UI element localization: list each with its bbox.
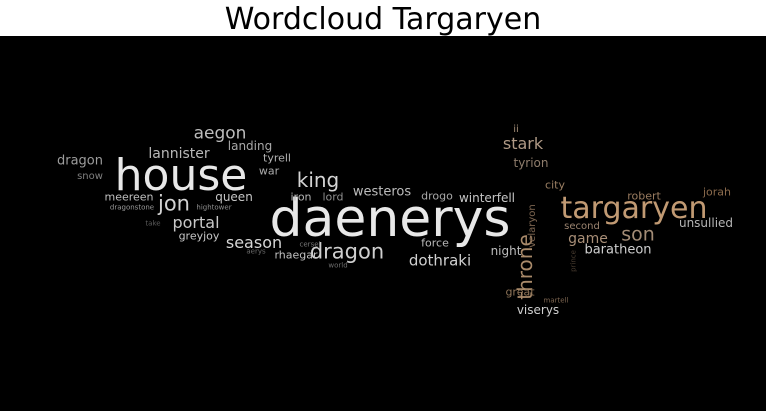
wordcloud-word: dragonstone: [109, 203, 155, 212]
wordcloud-word: house: [114, 150, 248, 201]
wordcloud-word: unsullied: [678, 216, 734, 230]
wordcloud-word: portal: [172, 213, 220, 232]
wordcloud-word: lannister: [148, 146, 210, 162]
wordcloud-panel: daenerys house targaryen dragon king jon thron…: [0, 36, 766, 411]
wordcloud-word: dragon: [309, 239, 385, 264]
wordcloud-word: force: [421, 236, 449, 250]
wordcloud-word: rhaegar: [274, 248, 318, 262]
wordcloud-word: take: [145, 219, 161, 228]
wordcloud-word: game: [568, 231, 608, 247]
wordcloud-word: robert: [627, 189, 661, 203]
wordcloud-word: prince: [569, 250, 578, 272]
wordcloud-word: city: [545, 178, 565, 192]
wordcloud-word: aegon: [193, 123, 247, 144]
wordcloud-word: drogo: [421, 189, 453, 203]
wordcloud-word: jorah: [702, 185, 732, 199]
wordcloud-word: viserys: [516, 303, 560, 317]
wordcloud-word: iron: [290, 190, 312, 204]
wordcloud-word: war: [258, 164, 280, 178]
wordcloud-word: velaryon: [527, 204, 538, 248]
wordcloud-word: lord: [322, 190, 344, 204]
wordcloud-word: ii: [513, 124, 519, 135]
wordcloud-word: king: [296, 168, 340, 192]
wordcloud-word: landing: [227, 139, 273, 153]
wordcloud-word: dragon: [56, 153, 104, 169]
wordcloud-word: martell: [543, 296, 569, 305]
wordcloud-word: world: [328, 261, 348, 270]
wordcloud-word: cersei: [299, 240, 321, 249]
wordcloud-word: tyrell: [263, 151, 291, 165]
wordcloud-word: tyrion: [513, 156, 549, 170]
wordcloud-word: jon: [158, 191, 190, 216]
wordcloud-word: son: [621, 223, 655, 246]
wordcloud-word: baratheon: [584, 242, 652, 258]
wordcloud-word: aerys: [246, 247, 266, 256]
wordcloud-word: daenerys: [269, 189, 511, 249]
wordcloud-word: meereen: [104, 190, 154, 204]
wordcloud-word: greyjoy: [178, 229, 220, 243]
wordcloud-word: winterfell: [458, 191, 516, 205]
wordcloud-word: second: [564, 221, 600, 232]
wordcloud-word: night: [490, 244, 522, 258]
wordcloud-word: targaryen: [560, 191, 708, 226]
wordcloud-word: snow: [77, 171, 103, 182]
wordcloud-word: westeros: [352, 184, 412, 200]
wordcloud-word: season: [225, 233, 283, 252]
wordcloud-word: dothraki: [408, 251, 472, 270]
wordcloud-word: hightower: [196, 203, 232, 212]
wordcloud-word: great: [505, 285, 535, 299]
wordcloud-word: queen: [215, 190, 253, 204]
chart-title: Wordcloud Targaryen: [224, 2, 542, 37]
wordcloud-word: stark: [502, 134, 544, 153]
